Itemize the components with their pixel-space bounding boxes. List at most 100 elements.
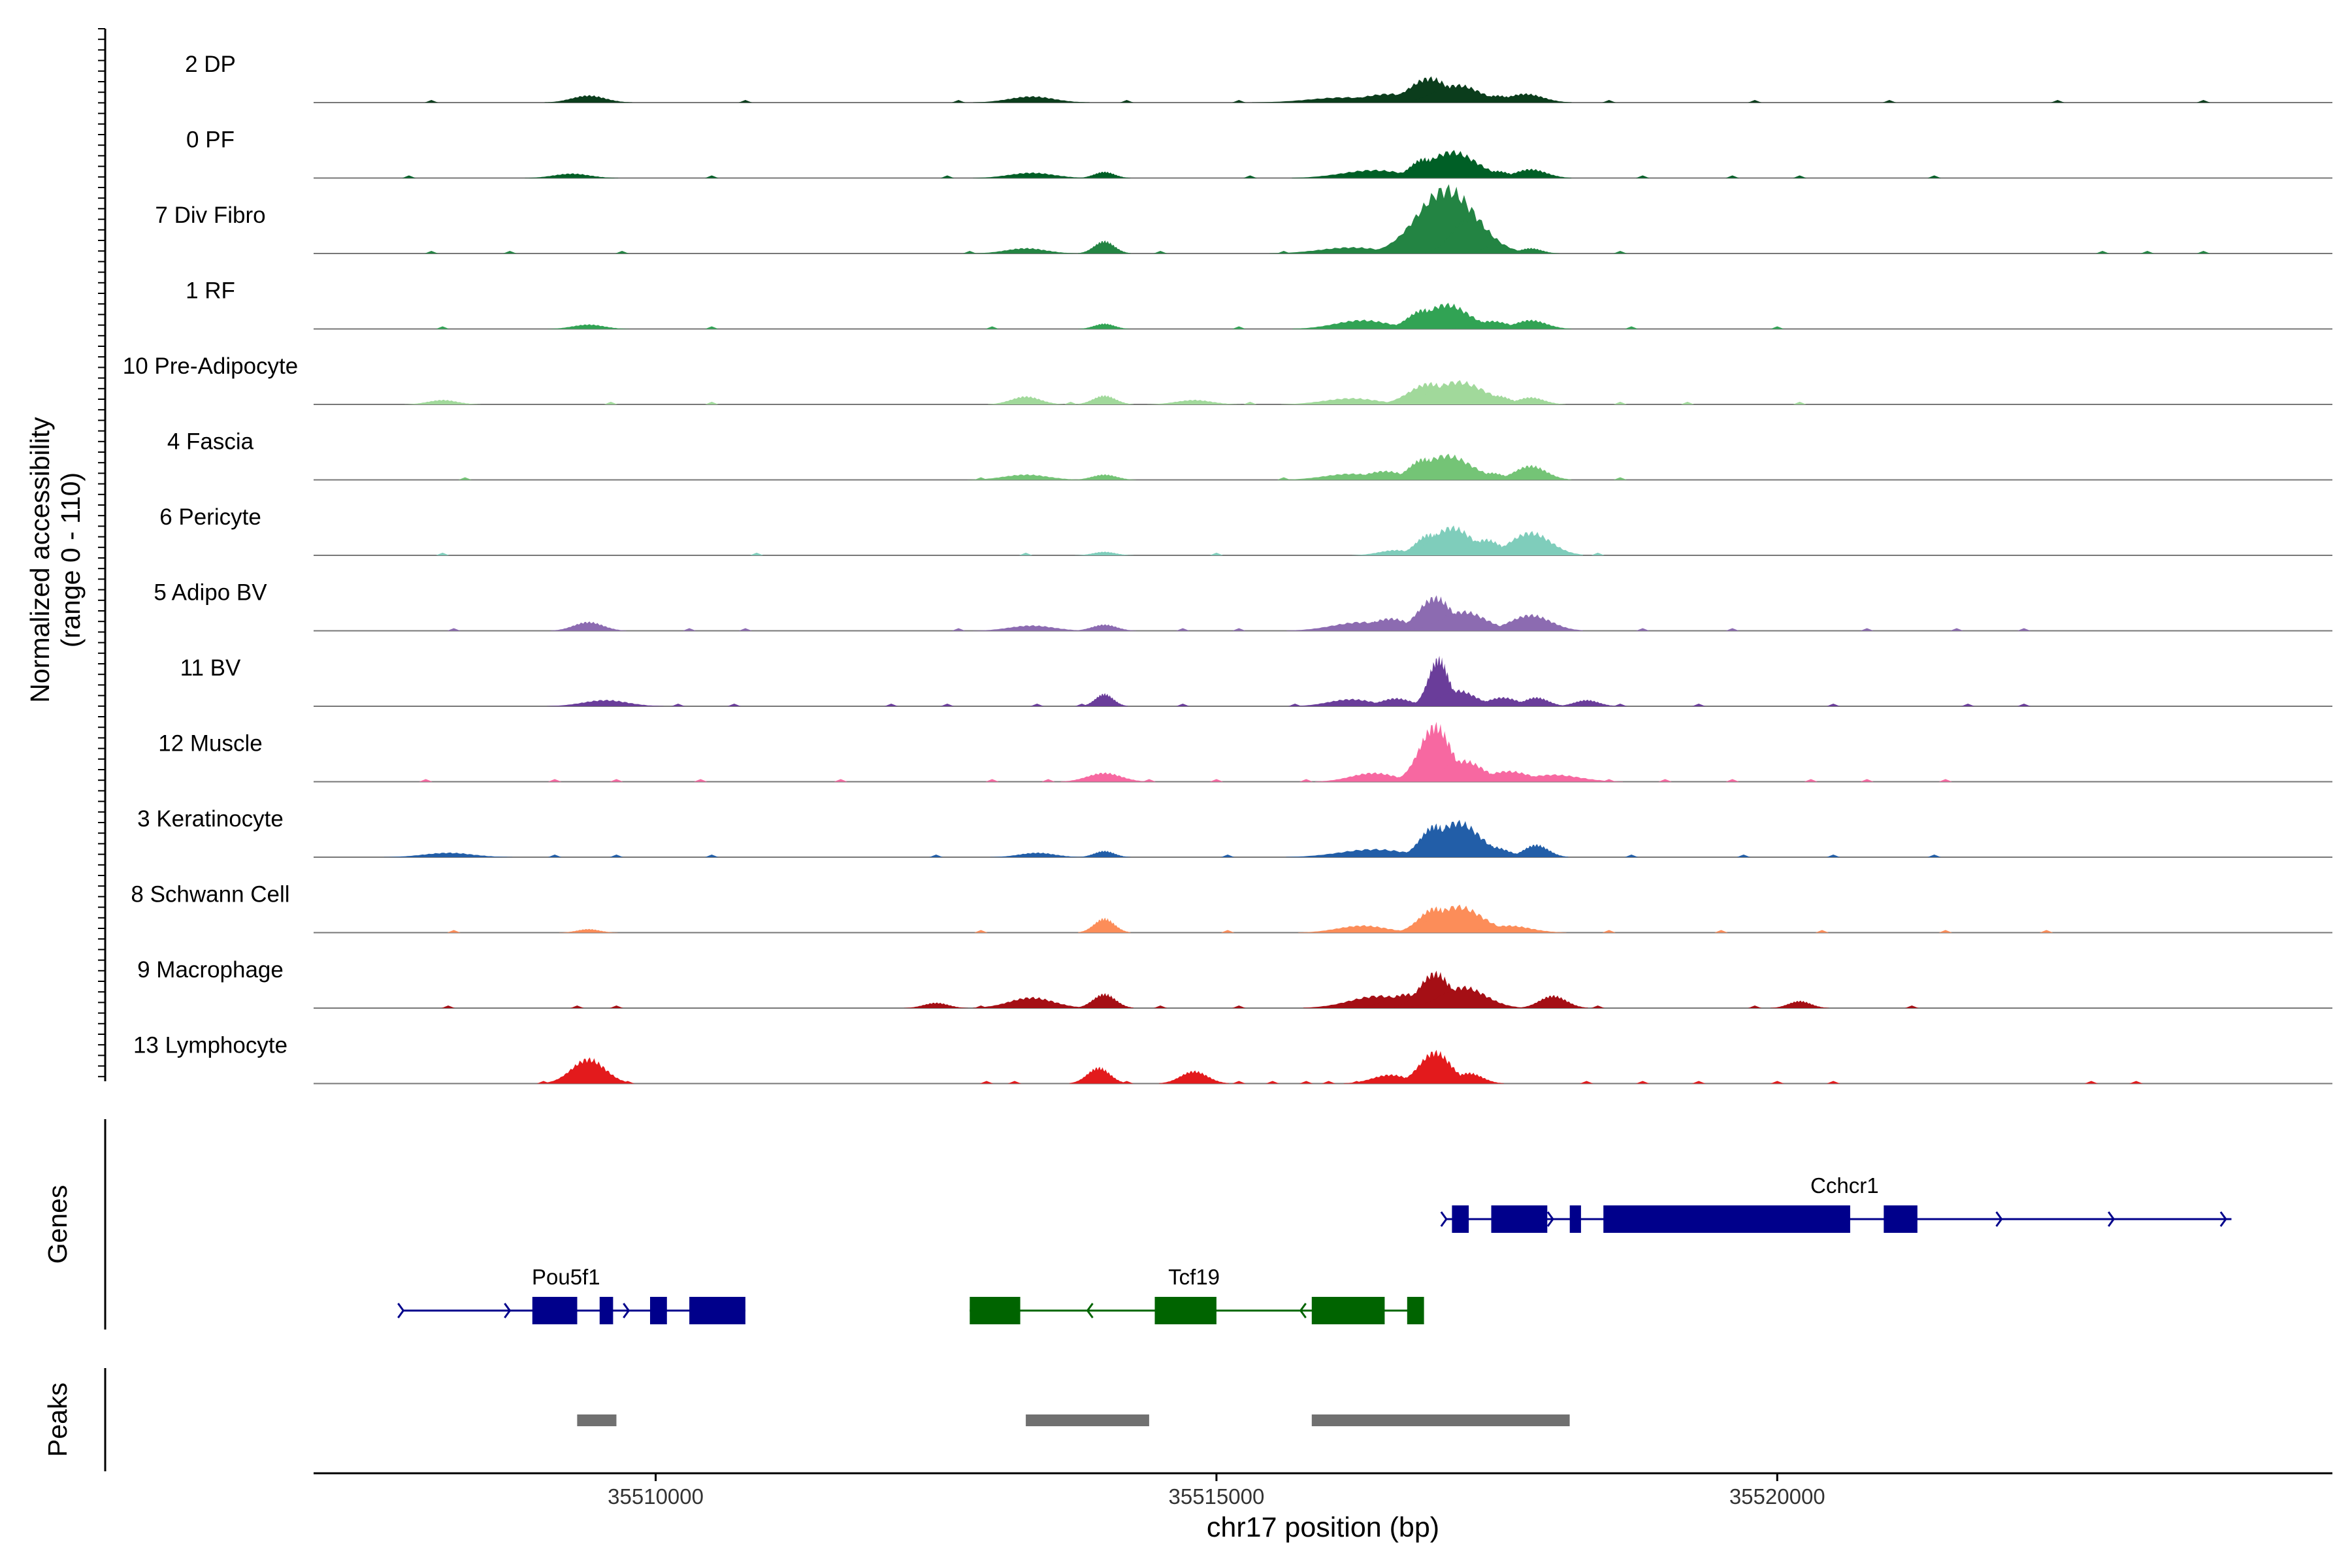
coverage-signal [1602, 930, 1616, 933]
coverage-signal [693, 779, 708, 782]
gene-exon [650, 1297, 667, 1324]
coverage-signal [1613, 704, 1627, 706]
coverage-signal [610, 779, 623, 782]
coverage-peak [973, 96, 1090, 103]
coverage-peak [904, 1002, 968, 1008]
x-axis: 35510000 35515000 35520000 chr17 position … [314, 1472, 2332, 1543]
coverage-signal [1748, 1005, 1762, 1008]
coverage-peak [1075, 551, 1134, 555]
coverage-signal [1826, 1081, 1840, 1084]
coverage-signal [1030, 704, 1044, 706]
coverage-signal [1176, 704, 1190, 706]
coverage-signal [671, 704, 685, 706]
x-axis-ticks: 35510000 35515000 35520000 [608, 1473, 1825, 1509]
coverage-peak [1075, 993, 1134, 1008]
peaks-panel: Peaks [42, 1368, 1570, 1471]
coverage-signal [1232, 326, 1246, 329]
coverage-signal [1691, 1081, 1706, 1084]
coverage-peak [1147, 399, 1241, 404]
track-9: 11 BV [180, 655, 2332, 707]
coverage-signal [1737, 855, 1751, 857]
coverage-signal [425, 251, 438, 253]
genes-label: Genes [42, 1185, 73, 1264]
coverage-signal [1209, 779, 1224, 782]
coverage-signal [1770, 326, 1784, 329]
peaks-label: Peaks [42, 1382, 73, 1457]
coverage-peak [1770, 1000, 1829, 1008]
track-label: 3 Keratinocyte [137, 806, 284, 832]
coverage-signal [1120, 1081, 1134, 1084]
gene-exon [1407, 1297, 1424, 1324]
x-axis-title: chr17 position (bp) [1207, 1512, 1439, 1543]
coverage-signal [2017, 704, 2031, 706]
gene-exon [689, 1297, 745, 1324]
coverage-peak [1504, 696, 1569, 706]
coverage-signal [2140, 251, 2154, 253]
coverage-peak [1388, 302, 1505, 329]
coverage-peak [973, 625, 1090, 631]
coverage-peak [1478, 613, 1583, 631]
gene-exon [532, 1297, 578, 1324]
coverage-signal [929, 855, 943, 857]
coverage-signal [615, 251, 629, 253]
coverage-signal [2129, 1081, 2143, 1084]
coverage-signal [425, 100, 438, 103]
coverage-peak [550, 621, 627, 631]
gene-exon [1452, 1205, 1469, 1233]
coverage-peak [1490, 319, 1572, 329]
coverage-signal [727, 704, 741, 706]
coverage-signal [1299, 100, 1313, 103]
coverage-signal [1882, 100, 1897, 103]
coverage-signal [1243, 402, 1257, 404]
coverage-signal [1826, 855, 1840, 857]
coverage-peak [1298, 925, 1427, 933]
coverage-signal [1232, 100, 1246, 103]
coverage-signal [1602, 100, 1616, 103]
gene-label: Tcf19 [1168, 1265, 1220, 1289]
track-label: 4 Fascia [167, 429, 254, 455]
track-label: 8 Schwann Cell [131, 882, 289, 907]
coverage-signal [570, 1005, 584, 1008]
coverage-signal [985, 326, 999, 329]
coverage-signal [738, 100, 753, 103]
coverage-peak [1405, 610, 1522, 631]
track-8: 5 Adipo BV [154, 580, 2332, 632]
track-5: 10 Pre-Adipocyte [123, 353, 2332, 405]
coverage-peak [1482, 774, 1623, 782]
coverage-signal [610, 855, 623, 857]
coverage-signal [974, 930, 988, 933]
coverage-peak [1447, 845, 1535, 857]
coverage-peak [1078, 240, 1131, 253]
coverage-peak [1490, 465, 1572, 480]
coverage-peak [1081, 693, 1128, 706]
coverage-signal [1725, 779, 1739, 782]
coverage-signal [441, 1005, 455, 1008]
track-label: 9 Macrophage [137, 957, 284, 983]
coverage-signal [1591, 1005, 1605, 1008]
coverage-peak [1411, 689, 1505, 706]
coverage-signal [1288, 704, 1302, 706]
coverage-signal [1725, 628, 1739, 631]
coverage-signal [1220, 855, 1235, 857]
strand-arrow [1299, 1303, 1307, 1318]
coverage-signal [536, 1081, 551, 1084]
coverage-signal [1950, 628, 1964, 631]
coverage-signal [447, 930, 461, 933]
coverage-signal [1770, 1081, 1784, 1084]
coverage-peak [1382, 453, 1511, 480]
coverage-signal [1635, 1081, 1650, 1084]
coverage-peak [1495, 397, 1566, 404]
coverage-peak [1394, 1049, 1477, 1084]
coverage-signal [1804, 779, 1818, 782]
coverage-signal [705, 326, 719, 329]
coverage-peak [973, 248, 1079, 253]
coverage-signal [951, 628, 966, 631]
coverage-signal [2197, 251, 2210, 253]
coverage-signal [1232, 1081, 1246, 1084]
coverage-peak [1462, 244, 1532, 253]
coverage-signal [458, 477, 472, 480]
strand-arrow [1995, 1211, 2003, 1227]
coverage-signal [1613, 402, 1627, 404]
coverage-signal [1624, 855, 1639, 857]
